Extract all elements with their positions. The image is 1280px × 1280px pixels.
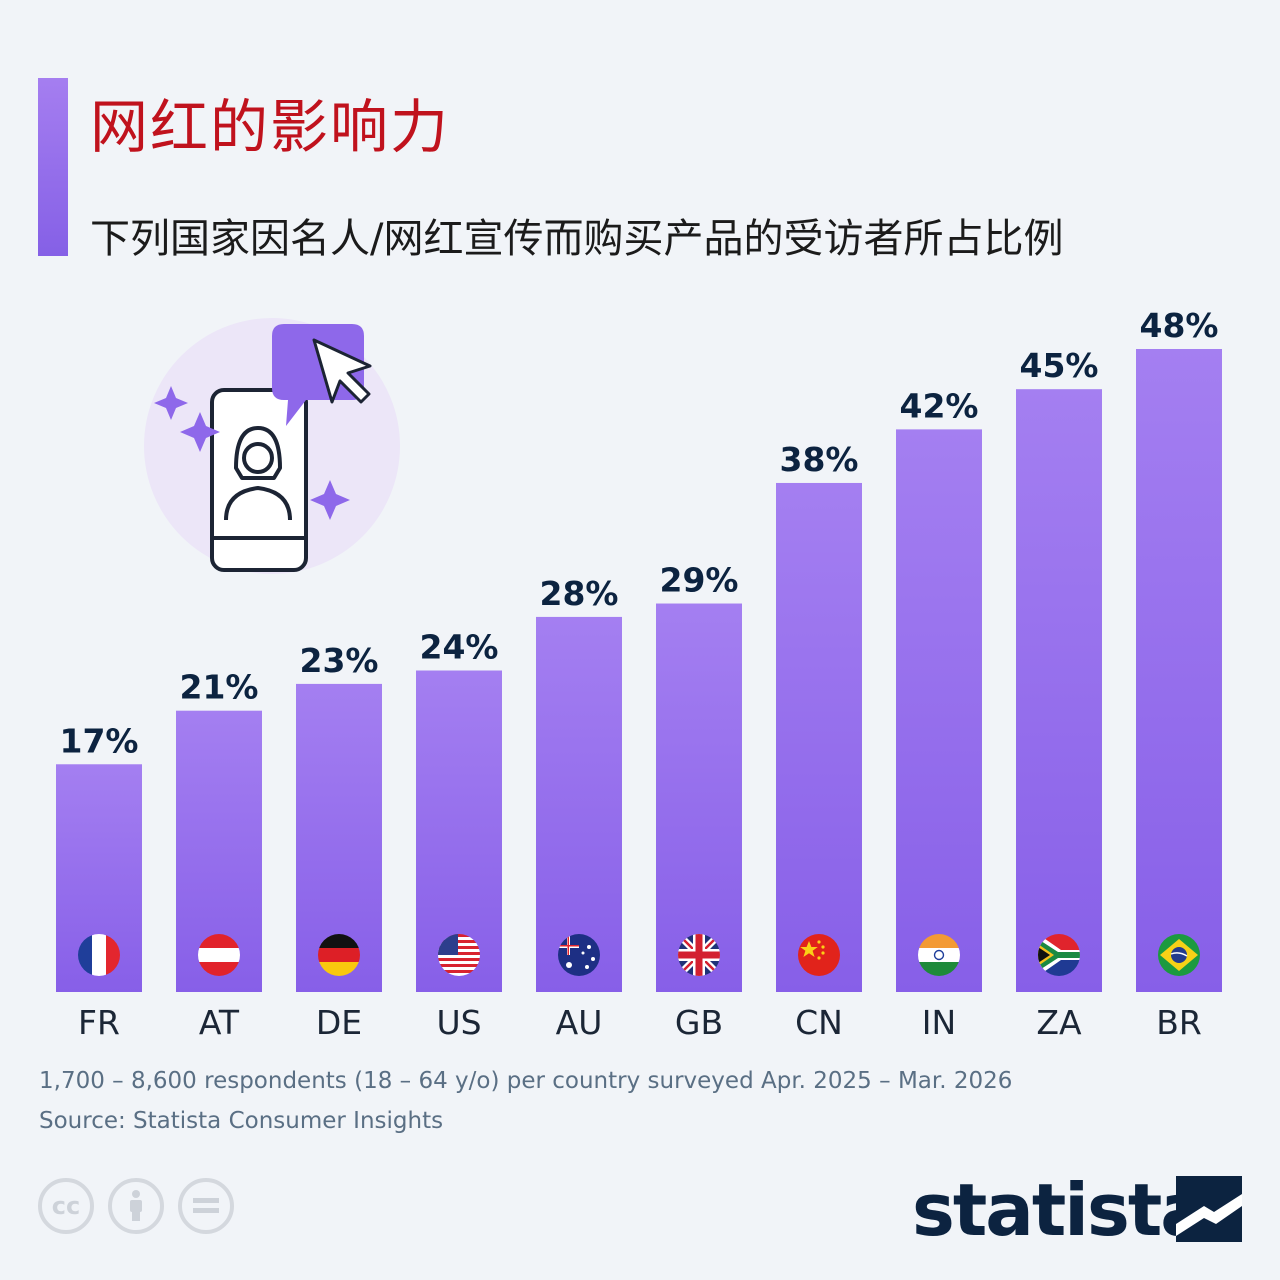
flag-fr-icon: [78, 934, 120, 976]
cc-icon[interactable]: cc: [38, 1178, 94, 1234]
data-label: 23%: [300, 641, 379, 680]
chart-title: 网红的影响力: [90, 93, 451, 161]
bar: [536, 616, 622, 992]
bar: [776, 482, 862, 992]
flag-gb-icon: [678, 934, 720, 976]
flag-za-icon: [1038, 934, 1080, 976]
data-label: 24%: [420, 628, 499, 667]
flag-us-icon: [438, 934, 480, 976]
flag-de-icon: [318, 934, 360, 976]
tick-label: AU: [556, 1003, 603, 1042]
flag-br-icon: [1158, 934, 1200, 976]
bar: [656, 603, 742, 992]
data-label: 38%: [780, 440, 859, 479]
data-label: 17%: [60, 721, 139, 760]
source-footnote: Source: Statista Consumer Insights: [39, 1108, 444, 1134]
flag-in-icon: [918, 934, 960, 976]
tick-label: AT: [199, 1003, 240, 1042]
bar: [1016, 389, 1102, 992]
data-label: 29%: [660, 561, 739, 600]
statista-logo-icon: [1176, 1176, 1242, 1242]
tick-label: GB: [675, 1003, 723, 1042]
tick-label: US: [436, 1003, 481, 1042]
data-label: 48%: [1140, 306, 1219, 345]
bar: [896, 429, 982, 992]
data-label: 21%: [180, 668, 259, 707]
flag-au-icon: [558, 934, 600, 976]
no-derivatives-icon[interactable]: [178, 1178, 234, 1234]
flag-at-icon: [198, 934, 240, 976]
influencer-illustration-icon: [144, 318, 400, 574]
flag-cn-icon: [798, 934, 840, 976]
tick-label: ZA: [1036, 1003, 1082, 1042]
chart-subtitle: 下列国家因名人/网红宣传而购买产品的受访者所占比例: [90, 216, 1064, 262]
statista-logo[interactable]: statista: [912, 1168, 1209, 1252]
survey-footnote: 1,700 – 8,600 respondents (18 – 64 y/o) …: [39, 1068, 1013, 1094]
attribution-icon[interactable]: [108, 1178, 164, 1234]
bar-series: 17% FR 21% AT 23% DE 24% US 28% AU 29% GB 38% CN 42% IN…: [56, 306, 1222, 1042]
data-label: 45%: [1020, 346, 1099, 385]
tick-label: IN: [922, 1003, 956, 1042]
tick-label: BR: [1156, 1003, 1202, 1042]
tick-label: DE: [316, 1003, 362, 1042]
license-icons: cc: [38, 1178, 234, 1234]
data-label: 42%: [900, 386, 979, 425]
accent-bar: [38, 78, 68, 256]
tick-label: CN: [795, 1003, 843, 1042]
bar: [1136, 349, 1222, 992]
tick-label: FR: [78, 1003, 120, 1042]
data-label: 28%: [540, 574, 619, 613]
